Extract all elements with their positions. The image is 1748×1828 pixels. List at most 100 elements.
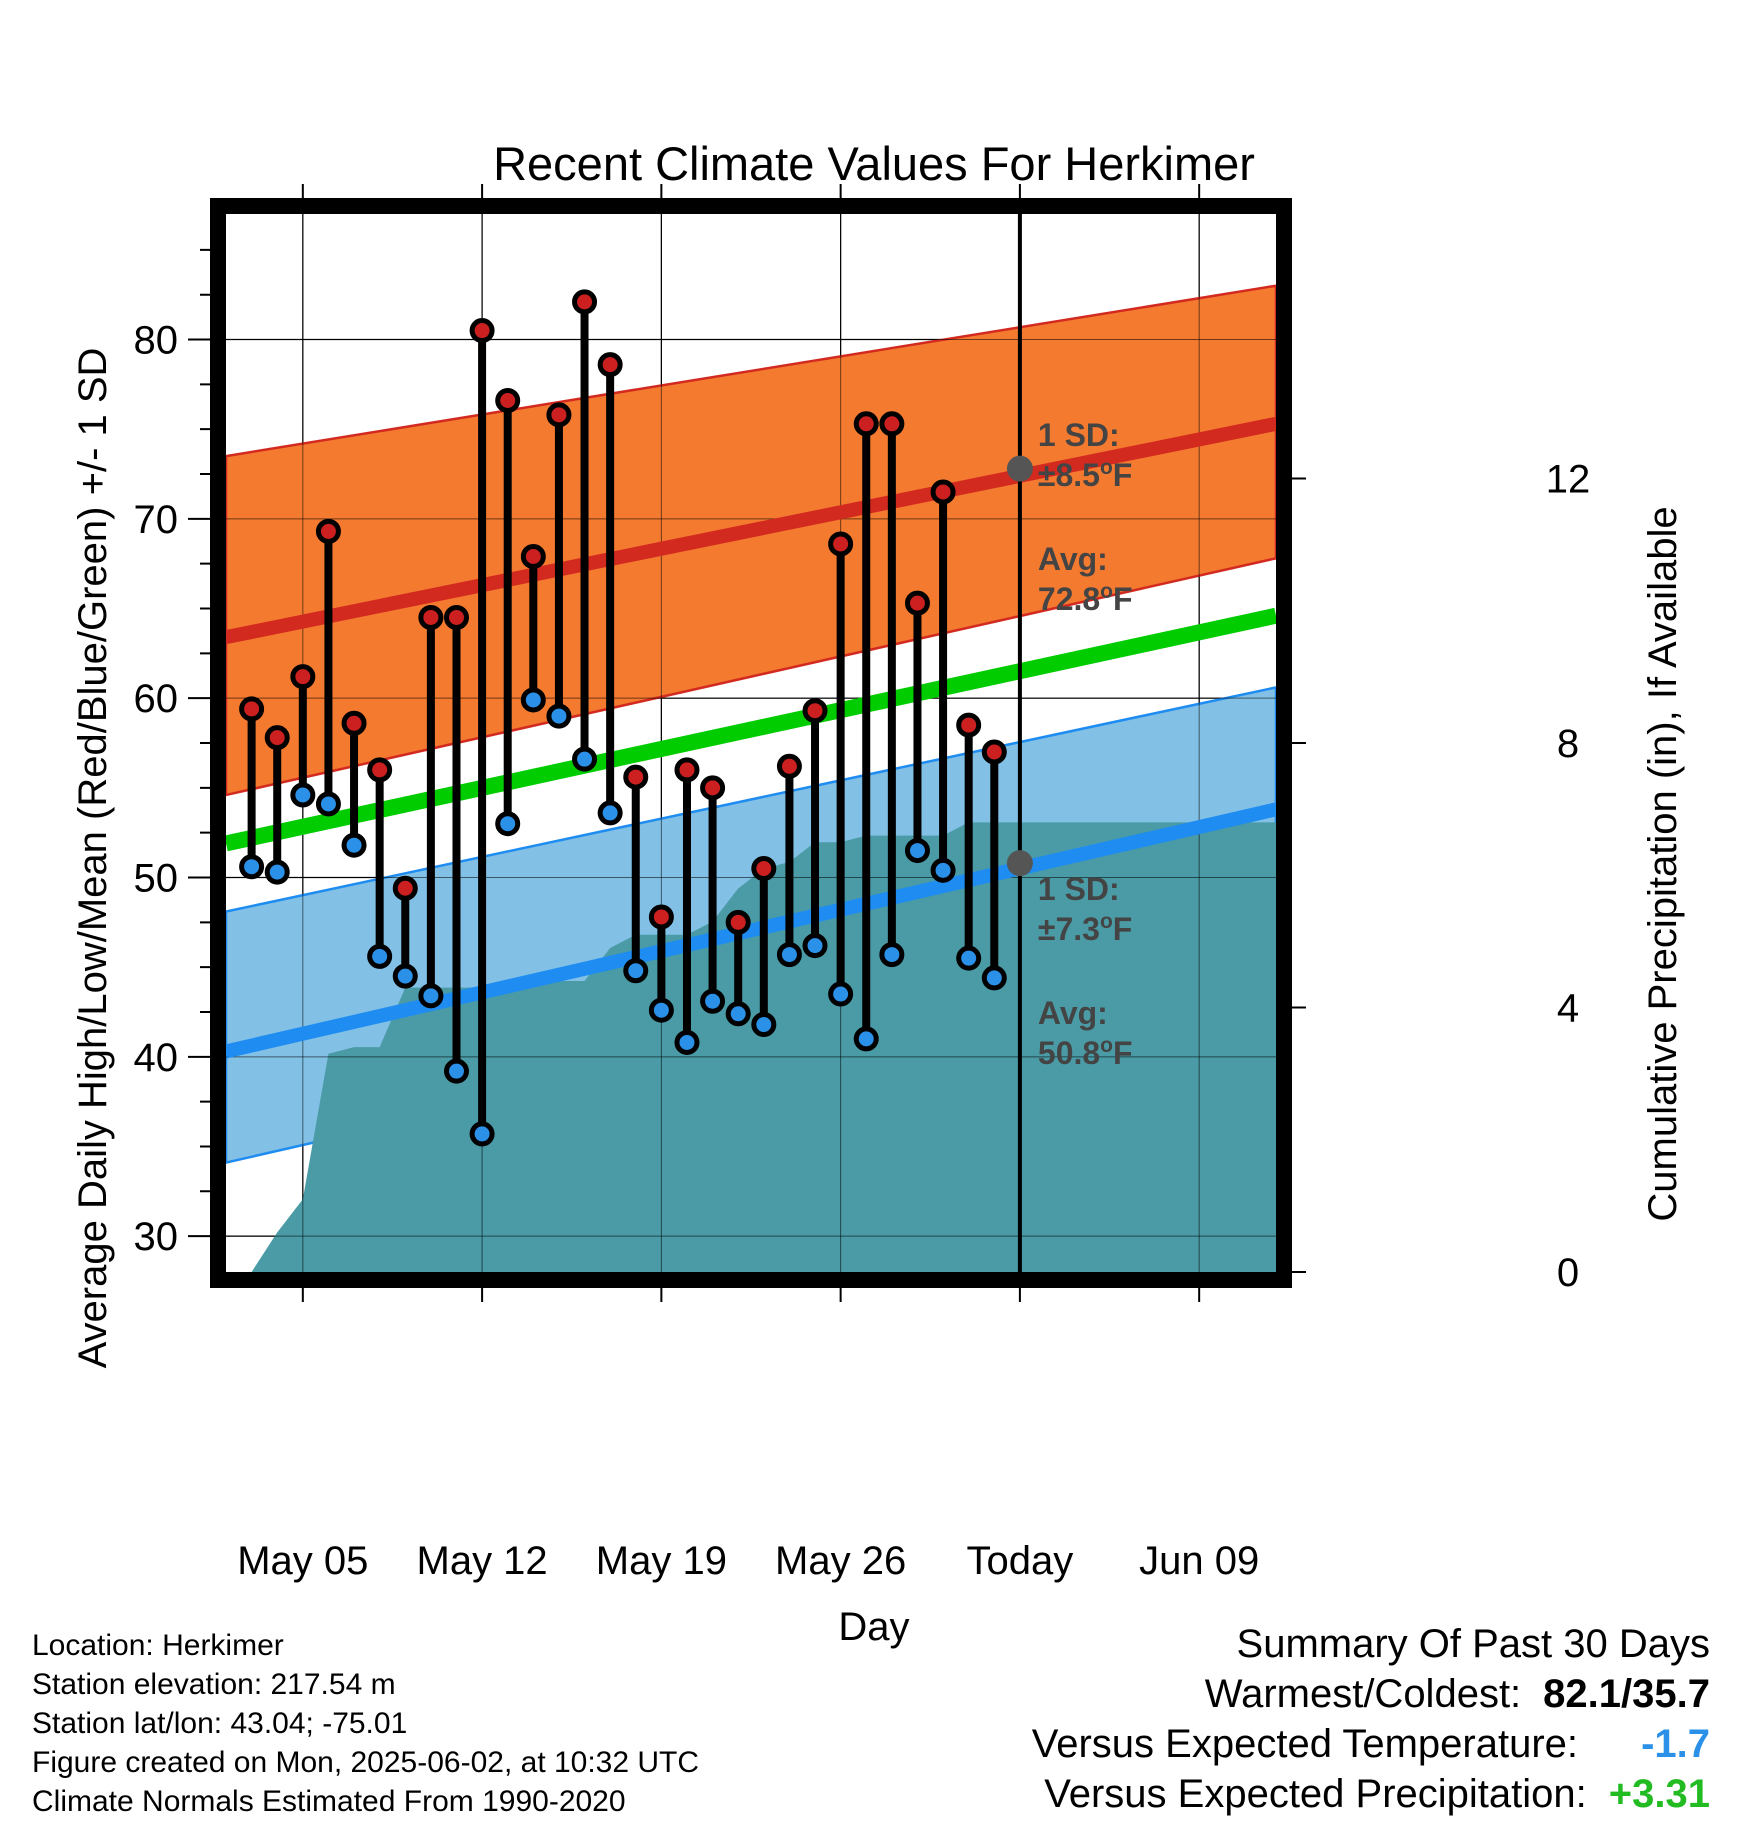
days-label-text: Days bbox=[1032, 1407, 1118, 1448]
daily-low-point bbox=[264, 859, 290, 885]
daily-low-point bbox=[904, 838, 930, 864]
precip-value: +3.31 bbox=[1608, 1772, 1710, 1816]
high-avg-label: Avg: bbox=[1038, 541, 1108, 577]
meta-normals: Climate Normals Estimated From 1990-2020 bbox=[32, 1785, 626, 1818]
daily-high-point bbox=[546, 402, 572, 428]
daily-low-point bbox=[443, 1058, 469, 1084]
y-tick-label: 30 bbox=[134, 1215, 179, 1259]
y2-tick-label: 0 bbox=[1557, 1251, 1579, 1295]
daily-high-point bbox=[443, 604, 469, 630]
y-tick-label: 80 bbox=[134, 319, 179, 363]
meta-created: Figure created on Mon, 2025-06-02, at 10… bbox=[32, 1746, 700, 1779]
today-high-avg-marker bbox=[1006, 455, 1033, 482]
daily-low-point bbox=[623, 958, 649, 984]
cumulative-precip-area bbox=[226, 822, 1276, 1272]
daily-low-point bbox=[981, 965, 1007, 991]
daily-high-point bbox=[648, 904, 674, 930]
daily-high-point bbox=[367, 757, 393, 783]
daily-high-point bbox=[981, 739, 1007, 765]
y2-tick-label: 8 bbox=[1557, 722, 1579, 766]
normal-mean-line bbox=[226, 607, 1276, 852]
daily-low-point bbox=[700, 988, 726, 1014]
daily-high-point bbox=[930, 479, 956, 505]
y2-tick-label: 4 bbox=[1557, 987, 1579, 1031]
y-axis-label: Average Daily High/Low/Mean (Red/Blue/Gr… bbox=[71, 348, 115, 1369]
x-tick-label: May 05 bbox=[237, 1539, 368, 1583]
daily-low-point bbox=[239, 854, 265, 880]
daily-low-point bbox=[879, 942, 905, 968]
y-tick-label: 70 bbox=[134, 498, 179, 542]
daily-low-point bbox=[802, 933, 828, 959]
daily-low-point bbox=[392, 963, 418, 989]
daily-high-point bbox=[495, 387, 521, 413]
daily-high-point bbox=[392, 875, 418, 901]
y2-tick-label: 12 bbox=[1546, 458, 1591, 502]
daily-high-point bbox=[674, 757, 700, 783]
daily-low-point bbox=[520, 687, 546, 713]
low-avg-value: 50.8oF bbox=[1038, 1034, 1133, 1071]
daily-low-point bbox=[367, 943, 393, 969]
y-tick-label: 60 bbox=[134, 677, 179, 721]
low-avg-label: Avg: bbox=[1038, 995, 1108, 1031]
summary-temp: Versus Expected Temperature: -1.7 bbox=[1032, 1722, 1710, 1767]
precip-label: Versus Expected Precipitation: bbox=[1044, 1772, 1587, 1816]
x-tick-label: Today bbox=[967, 1539, 1074, 1583]
x-tick-label: Jun 09 bbox=[1139, 1539, 1259, 1583]
x-tick-label: May 19 bbox=[596, 1539, 727, 1583]
meta-latlon: Station lat/lon: 43.04; -75.01 bbox=[32, 1707, 408, 1740]
meta-location: Location: Herkimer bbox=[32, 1629, 284, 1662]
daily-high-point bbox=[776, 753, 802, 779]
y-tick-label: 50 bbox=[134, 856, 179, 900]
daily-high-point bbox=[700, 775, 726, 801]
daily-high-point bbox=[751, 856, 777, 882]
daily-high-point bbox=[597, 352, 623, 378]
high-sd-value: ±8.5oF bbox=[1038, 456, 1132, 493]
high-sd-label: 1 SD: bbox=[1038, 417, 1120, 453]
y2-axis-label: Cumulative Precipitation (in), If Availa… bbox=[1641, 506, 1685, 1221]
summary-precip: Versus Expected Precipitation: +3.31 bbox=[1044, 1772, 1710, 1817]
daily-high-point bbox=[802, 698, 828, 724]
daily-low-point bbox=[546, 703, 572, 729]
temp-value: -1.7 bbox=[1641, 1722, 1710, 1766]
daily-low-point bbox=[956, 945, 982, 971]
summary-title: Summary Of Past 30 Days bbox=[1236, 1622, 1710, 1666]
today-low-avg-marker bbox=[1006, 850, 1033, 877]
daily-high-point bbox=[956, 712, 982, 738]
daily-high-point bbox=[828, 531, 854, 557]
x-tick-label: May 26 bbox=[775, 1539, 906, 1583]
summary-warm-cold: Warmest/Coldest: 82.1/35.7 bbox=[1205, 1672, 1710, 1717]
daily-high-point bbox=[879, 411, 905, 437]
daily-low-point bbox=[315, 791, 341, 817]
high-avg-value: 72.8oF bbox=[1038, 580, 1133, 617]
daily-high-point bbox=[418, 604, 444, 630]
temp-label: Versus Expected Temperature: bbox=[1031, 1722, 1578, 1766]
daily-low-point bbox=[418, 983, 444, 1009]
daily-high-point bbox=[572, 289, 598, 315]
normal-high-line bbox=[226, 416, 1276, 645]
normal-high-band bbox=[226, 284, 1276, 797]
daily-high-point bbox=[520, 544, 546, 570]
daily-high-point bbox=[904, 590, 930, 616]
daily-low-point bbox=[930, 857, 956, 883]
daily-high-point bbox=[239, 696, 265, 722]
x-axis-label: Day bbox=[838, 1605, 909, 1649]
daily-high-point bbox=[623, 764, 649, 790]
daily-high-point bbox=[290, 664, 316, 690]
daily-low-point bbox=[495, 811, 521, 837]
low-sd-value: ±7.3oF bbox=[1038, 910, 1132, 947]
x-tick-label: May 12 bbox=[417, 1539, 548, 1583]
daily-high-point bbox=[341, 710, 367, 736]
daily-low-point bbox=[674, 1029, 700, 1055]
daily-high-point bbox=[315, 518, 341, 544]
daily-low-point bbox=[572, 746, 598, 772]
warm-cold-value: 82.1/35.7 bbox=[1543, 1672, 1710, 1716]
daily-low-point bbox=[853, 1026, 879, 1052]
daily-low-point bbox=[751, 1012, 777, 1038]
daily-low-point bbox=[648, 997, 674, 1023]
daily-high-point bbox=[725, 909, 751, 935]
y-tick-label: 40 bbox=[134, 1036, 179, 1080]
daily-low-point bbox=[597, 800, 623, 826]
daily-high-point bbox=[264, 725, 290, 751]
